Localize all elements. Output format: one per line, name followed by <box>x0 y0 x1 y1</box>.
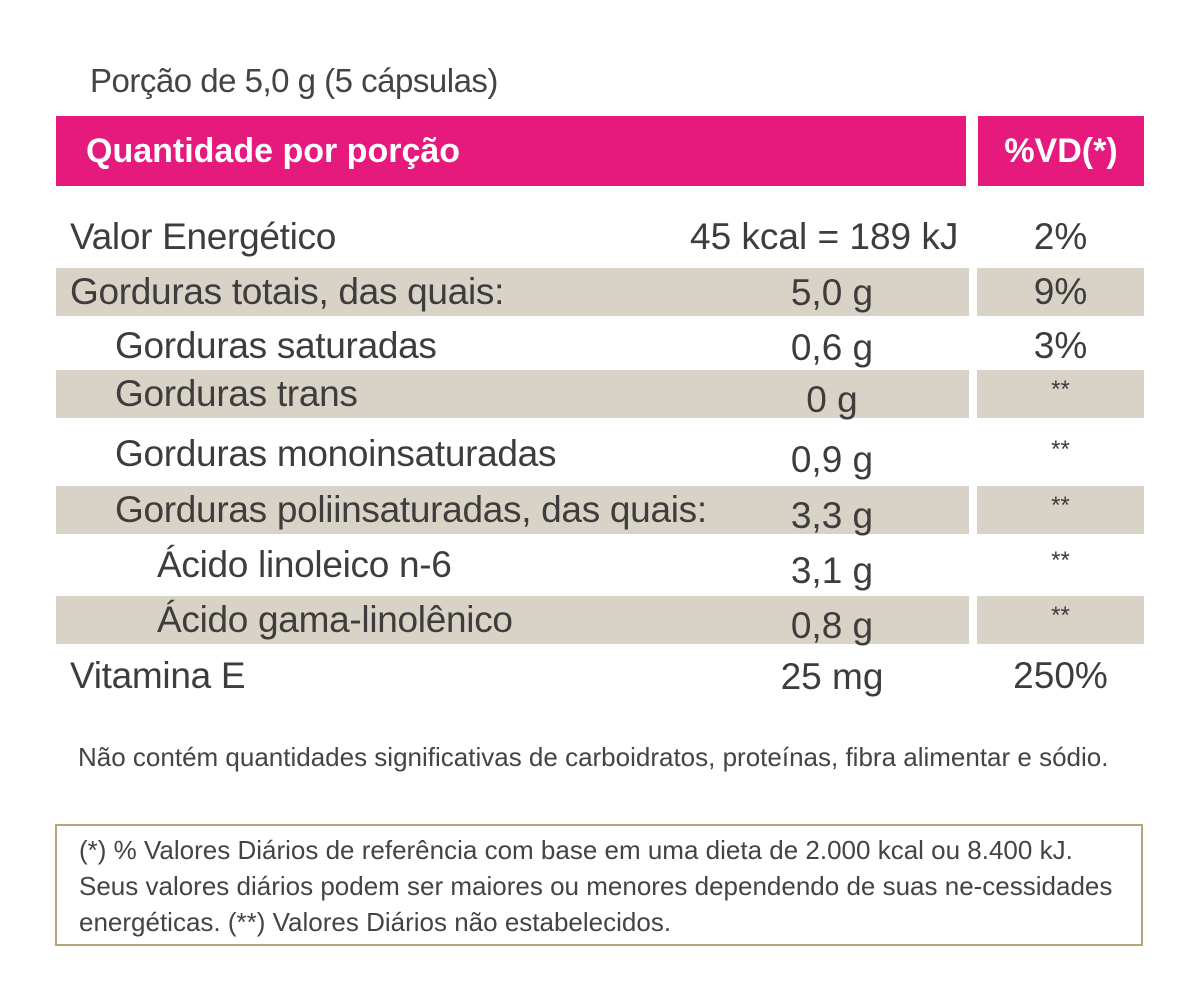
nutrient-name: Ácido linoleico n-6 <box>157 544 452 585</box>
serving-size: Porção de 5,0 g (5 cápsulas) <box>90 62 498 99</box>
nutrient-note: Não contém quantidades significativas de… <box>78 742 1109 772</box>
nutrient-name: Gorduras trans <box>115 373 358 414</box>
table-row: Ácido linoleico n-6 3,1 g ** <box>0 541 1200 591</box>
nutrient-amount: 5,0 g <box>790 272 874 313</box>
nutrient-amount: 0,9 g <box>790 439 874 480</box>
nutrient-vd: ** <box>1051 547 1070 574</box>
nutrient-amount: 3,1 g <box>790 550 874 591</box>
nutrient-vd: 3% <box>1033 325 1088 366</box>
nutrient-name: Ácido gama-linolênico <box>157 599 513 640</box>
nutrient-name: Valor Energético <box>70 216 336 257</box>
nutrient-vd: 2% <box>1033 216 1088 257</box>
daily-value-header: %VD(*) <box>978 116 1144 186</box>
nutrient-name: Gorduras totais, das quais: <box>70 271 505 312</box>
nutrient-vd: ** <box>1051 436 1070 463</box>
table-row: Gorduras monoinsaturadas 0,9 g ** <box>0 430 1200 480</box>
nutrient-amount: 25 mg <box>780 656 884 697</box>
table-row: Gorduras trans 0 g ** <box>0 370 1200 420</box>
nutrient-vd: ** <box>1051 376 1070 403</box>
nutrient-amount: 45 kcal = 189 kJ <box>690 216 959 257</box>
nutrient-vd: ** <box>1051 492 1070 519</box>
nutrient-vd: ** <box>1051 602 1070 629</box>
nutrient-amount: 3,3 g <box>790 495 874 536</box>
nutrient-vd: 250% <box>1013 655 1108 696</box>
table-row: Vitamina E 25 mg 250% <box>0 652 1200 700</box>
table-row: Ácido gama-linolênico 0,8 g ** <box>0 596 1200 646</box>
table-row: Valor Energético 45 kcal = 189 kJ 2% <box>0 213 1200 261</box>
nutrient-name: Vitamina E <box>70 655 246 696</box>
nutrient-amount: 0,6 g <box>790 327 874 368</box>
nutrient-amount: 0,8 g <box>790 605 874 646</box>
daily-value-footnote: (*) % Valores Diários de referência com … <box>55 824 1143 946</box>
table-row: Gorduras totais, das quais: 5,0 g 9% <box>0 268 1200 316</box>
nutrient-amount: 0 g <box>806 379 858 420</box>
nutrient-name: Gorduras poliinsaturadas, das quais: <box>115 489 707 530</box>
table-row: Gorduras poliinsaturadas, das quais: 3,3… <box>0 486 1200 536</box>
nutrient-name: Gorduras monoinsaturadas <box>115 433 557 474</box>
amount-per-serving-header: Quantidade por porção <box>56 116 966 186</box>
nutrient-name: Gorduras saturadas <box>115 325 437 366</box>
nutrient-vd: 9% <box>1033 271 1088 312</box>
table-row: Gorduras saturadas 0,6 g 3% <box>0 322 1200 370</box>
